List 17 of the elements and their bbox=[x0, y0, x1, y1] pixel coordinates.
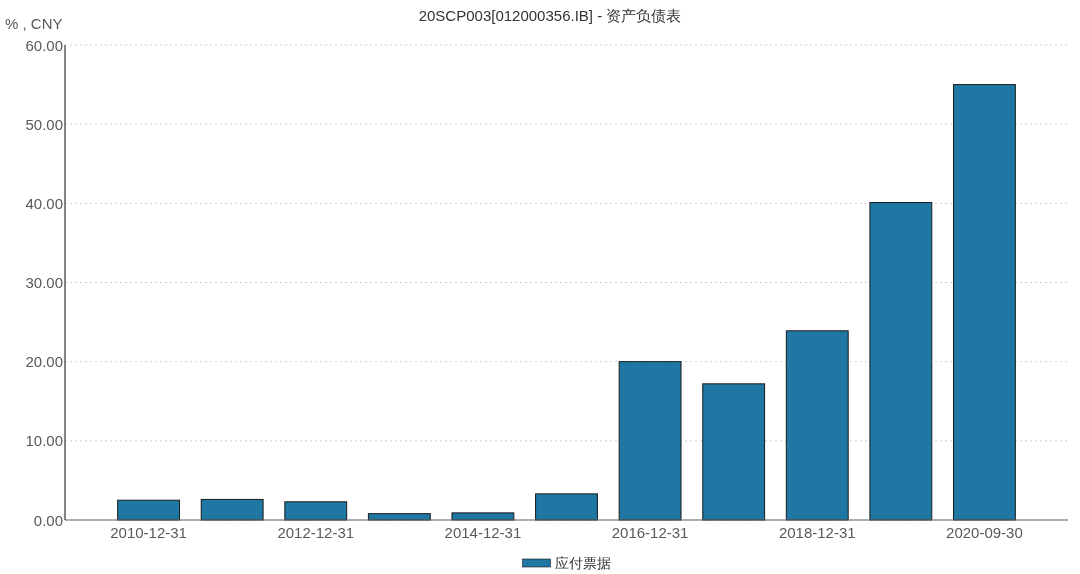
x-tick-label: 2020-09-30 bbox=[946, 523, 1023, 541]
y-tick-label: 60.00 bbox=[25, 36, 63, 54]
x-tick-label: 2018-12-31 bbox=[778, 523, 856, 541]
y-tick-label: 20.00 bbox=[25, 353, 63, 371]
x-tick-label: 2014-12-31 bbox=[444, 523, 522, 541]
x-tick-label: 2012-12-31 bbox=[277, 523, 355, 541]
legend: 应付票据 bbox=[522, 555, 611, 571]
y-tick-label: 40.00 bbox=[25, 194, 63, 212]
legend-label: 应付票据 bbox=[554, 555, 611, 571]
y-tick-label: 30.00 bbox=[25, 274, 63, 291]
x-tick-label: 2016-12-31 bbox=[611, 523, 689, 541]
y-tick-label: 50.00 bbox=[25, 115, 63, 133]
y-tick-label: 0.00 bbox=[33, 511, 63, 529]
chart-title: 20SCP003[012000356.IB] - 资产负债表 bbox=[418, 6, 682, 24]
x-tick-label: 2010-12-31 bbox=[110, 523, 187, 541]
y-tick-label: 10.00 bbox=[25, 432, 63, 450]
y-axis-title: % , CNY bbox=[5, 14, 63, 32]
